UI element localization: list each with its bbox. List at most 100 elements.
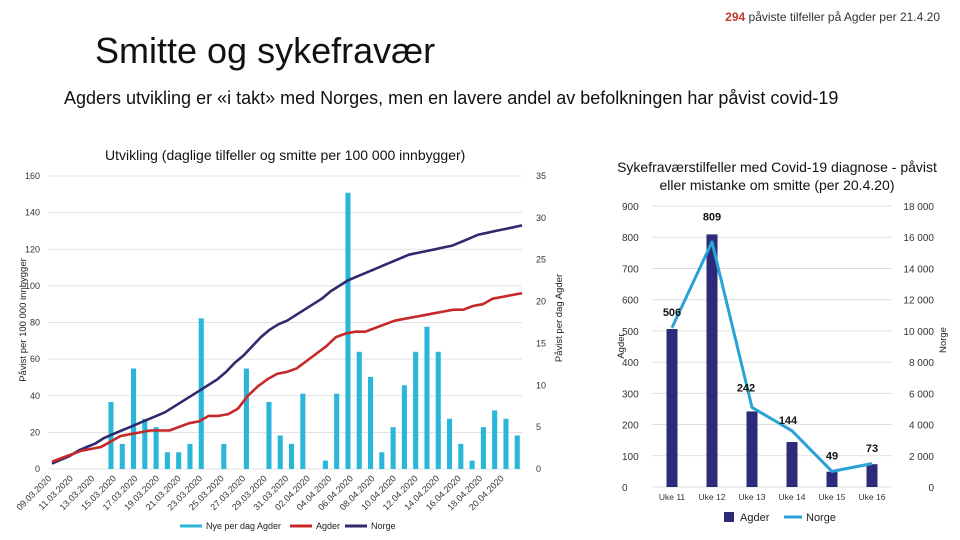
left-bar-26 — [345, 192, 351, 469]
right-ytick-8: 800 — [622, 233, 639, 244]
right-bar-5 — [866, 464, 878, 487]
right-y2tick-1: 2 000 — [909, 452, 934, 463]
legend-label-agder-bar: Agder — [740, 512, 770, 524]
left-line-agder — [51, 291, 523, 463]
right-data-label-2: 242 — [737, 382, 755, 394]
left-ytick-6: 120 — [25, 244, 40, 254]
right-y2tick-4: 8 000 — [909, 358, 934, 369]
left-bar-12 — [187, 443, 193, 469]
legend-label-bars: Nye per dag Agder — [206, 521, 281, 531]
left-bar-36 — [458, 443, 464, 469]
left-bar-8 — [142, 418, 148, 469]
right-bar-0 — [666, 329, 678, 487]
left-ytick-0: 0 — [35, 464, 40, 474]
left-ytick-7: 140 — [25, 208, 40, 218]
right-ytick-3: 300 — [622, 389, 639, 400]
left-y2-axis-label: Påvist per dag Agder — [554, 274, 565, 362]
right-y2-axis-label: Norge — [938, 327, 949, 353]
right-xtick-4: Uke 15 — [819, 492, 846, 502]
left-ytick-5: 100 — [25, 281, 40, 291]
left-y2tick-5: 25 — [536, 255, 546, 265]
legend-swatch-agder-bar — [724, 512, 734, 522]
left-bar-30 — [390, 427, 396, 469]
right-data-label-4: 49 — [826, 451, 838, 463]
legend-label-agder: Agder — [316, 521, 340, 531]
page-title: Smitte og sykefravær — [95, 30, 436, 71]
right-ytick-1: 100 — [622, 452, 639, 463]
left-bar-21 — [289, 443, 295, 469]
left-y2tick-0: 0 — [536, 464, 541, 474]
right-xtick-2: Uke 13 — [739, 492, 766, 502]
left-bar-11 — [176, 452, 182, 469]
left-ytick-8: 160 — [25, 171, 40, 181]
right-data-label-5: 73 — [866, 443, 878, 455]
left-ytick-4: 80 — [30, 318, 40, 328]
header-note-text: påviste tilfeller på Agder per 21.4.20 — [748, 10, 940, 24]
right-ytick-0: 0 — [622, 483, 628, 494]
legend-label-norge: Norge — [371, 521, 396, 531]
right-y2tick-6: 12 000 — [903, 296, 934, 307]
header-count: 294 — [725, 10, 746, 24]
right-y2tick-3: 6 000 — [909, 389, 934, 400]
right-chart-data-labels: 506 809 242 144 49 73 — [663, 211, 878, 462]
right-ytick-5: 500 — [622, 327, 639, 338]
left-y-axis-label: Påvist per 100 000 innbygger — [18, 258, 29, 382]
right-bar-1 — [706, 234, 718, 487]
left-bar-32 — [413, 351, 419, 469]
right-chart-bars — [666, 234, 878, 487]
left-y2tick-4: 20 — [536, 297, 546, 307]
left-bar-27 — [356, 351, 362, 469]
right-y2tick-8: 16 000 — [903, 233, 934, 244]
right-ytick-4: 400 — [622, 358, 639, 369]
left-bar-40 — [503, 418, 509, 469]
right-y-axis-label: Agder — [616, 333, 627, 358]
left-bar-7 — [131, 368, 137, 469]
left-bar-9 — [153, 427, 159, 469]
right-y2tick-5: 10 000 — [903, 327, 934, 338]
right-data-label-3: 144 — [779, 415, 798, 427]
left-bar-10 — [164, 452, 170, 469]
right-chart-title: Sykefraværstilfeller med Covid-19 diagno… — [617, 159, 937, 193]
right-ytick-2: 200 — [622, 421, 639, 432]
left-bar-6 — [119, 443, 125, 469]
left-bar-15 — [221, 443, 227, 469]
left-line-norge — [51, 224, 523, 465]
left-bar-33 — [424, 326, 430, 469]
left-bar-41 — [514, 435, 520, 469]
right-xtick-1: Uke 12 — [699, 492, 726, 502]
left-bar-38 — [480, 427, 486, 469]
right-line-norge — [670, 240, 873, 473]
left-y2tick-6: 30 — [536, 213, 546, 223]
left-bar-28 — [368, 376, 374, 469]
left-chart-lines — [51, 224, 523, 465]
right-y2tick-7: 14 000 — [903, 264, 934, 275]
left-bar-35 — [447, 418, 453, 469]
right-y2tick-9: 18 000 — [903, 202, 934, 213]
right-chart-grid — [652, 205, 892, 488]
left-ytick-1: 20 — [30, 427, 40, 437]
left-bar-24 — [322, 460, 328, 469]
left-chart-bars — [108, 192, 520, 469]
right-bar-2 — [746, 411, 758, 487]
left-ytick-3: 60 — [30, 354, 40, 364]
right-data-label-1: 809 — [703, 211, 721, 223]
left-chart-legend: Nye per dag Agder Agder Norge — [180, 521, 396, 531]
left-bar-39 — [492, 410, 498, 469]
right-ytick-6: 600 — [622, 296, 639, 307]
left-ytick-2: 40 — [30, 391, 40, 401]
right-xtick-3: Uke 14 — [779, 492, 806, 502]
right-ytick-9: 900 — [622, 202, 639, 213]
left-bar-19 — [266, 402, 272, 469]
right-chart-legend: Agder Norge — [724, 512, 836, 524]
left-bar-34 — [435, 351, 441, 469]
header-note: 294 påviste tilfeller på Agder per 21.4.… — [725, 10, 940, 24]
right-y2tick-0: 0 — [928, 483, 934, 494]
left-bar-31 — [401, 385, 407, 469]
left-bar-13 — [198, 318, 204, 469]
right-xtick-5: Uke 16 — [859, 492, 886, 502]
right-y2tick-2: 4 000 — [909, 421, 934, 432]
right-xtick-0: Uke 11 — [659, 492, 686, 502]
right-data-label-0: 506 — [663, 307, 681, 319]
right-chart-line — [670, 240, 873, 473]
